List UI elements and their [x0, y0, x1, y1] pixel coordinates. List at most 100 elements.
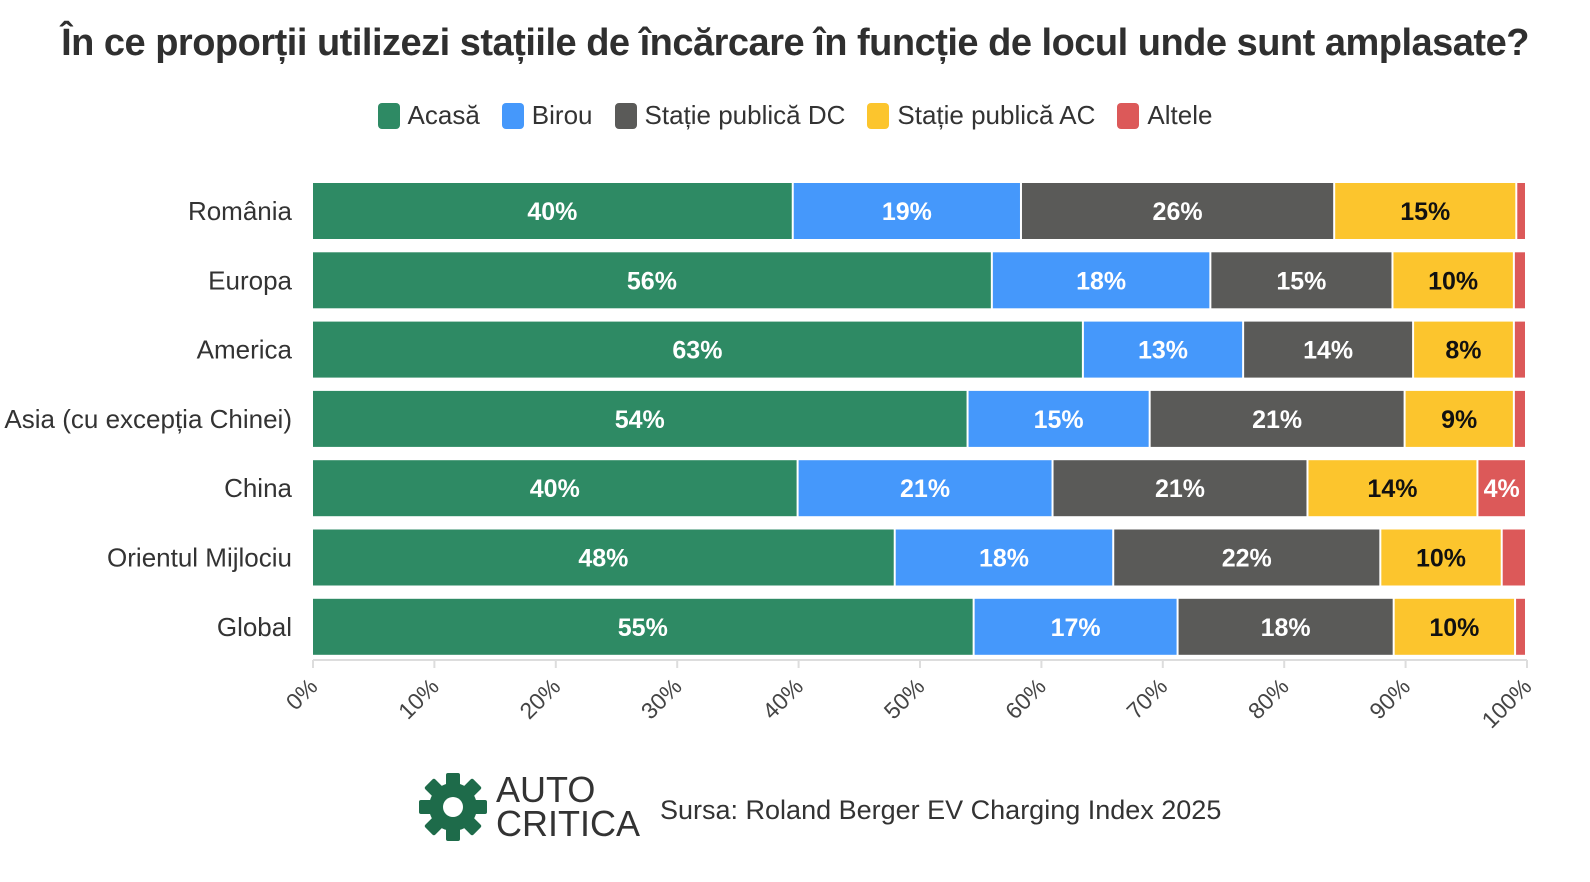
data-label: 21% — [900, 475, 950, 503]
legend-item: Altele — [1117, 100, 1212, 131]
data-label: 40% — [527, 198, 577, 226]
data-label: 54% — [615, 406, 665, 434]
bar-segment — [1150, 390, 1404, 447]
x-tick-label: 70% — [1121, 673, 1172, 724]
data-label: 22% — [1222, 545, 1272, 573]
x-tick-label: 50% — [879, 673, 930, 724]
data-label: 4% — [1484, 475, 1520, 503]
logo-line2: CRITICA — [496, 803, 640, 844]
bar-segment — [798, 460, 1052, 517]
data-label: 9% — [1441, 406, 1477, 434]
bar-segment — [313, 321, 1082, 378]
bar-segment — [1114, 529, 1380, 586]
gear-icon — [419, 773, 487, 841]
bar-segment — [313, 460, 797, 517]
bar-segment — [1405, 390, 1513, 447]
data-label: 18% — [979, 545, 1029, 573]
bar-segment — [1414, 321, 1513, 378]
bar-segment — [895, 529, 1113, 586]
data-label: 15% — [1034, 406, 1084, 434]
logo-wordmark: AUTO CRITICA — [496, 769, 640, 844]
data-label: 18% — [1261, 614, 1311, 642]
bar-segment — [793, 183, 1020, 239]
legend-label: Acasă — [407, 100, 480, 130]
legend-swatch — [1117, 102, 1140, 129]
logo-line1: AUTO — [496, 769, 596, 810]
x-tick-label: 60% — [1000, 673, 1051, 724]
data-label: 10% — [1428, 267, 1478, 295]
data-label: 15% — [1276, 267, 1326, 295]
legend-swatch — [614, 102, 637, 129]
bar-segment — [1516, 598, 1525, 655]
category-label: Orientul Mijlociu — [107, 543, 292, 573]
data-label: 10% — [1416, 545, 1466, 573]
bar-segment — [1244, 321, 1413, 378]
bar-segment — [1335, 183, 1516, 239]
bar-segment — [1514, 252, 1525, 309]
category-label: România — [188, 196, 293, 226]
legend-swatch — [501, 102, 524, 129]
legend-label: Stație publică AC — [897, 100, 1096, 130]
legend-swatch — [867, 102, 890, 129]
category-label: America — [197, 335, 293, 365]
chart-title: În ce proporții utilizezi stațiile de în… — [61, 22, 1529, 64]
bar-segment — [313, 183, 792, 239]
legend-swatch — [377, 102, 400, 129]
x-tick-label: 40% — [757, 673, 808, 724]
legend-item: Stație publică DC — [614, 100, 846, 131]
data-label: 56% — [627, 267, 677, 295]
bar-segment — [1021, 183, 1334, 239]
bar-segment — [313, 529, 894, 586]
legend-label: Stație publică DC — [644, 100, 846, 130]
bar-segment — [1514, 390, 1525, 447]
bar-segment — [313, 390, 967, 447]
data-label: 14% — [1367, 475, 1417, 503]
legend-item: Stație publică AC — [867, 100, 1095, 131]
data-label: 15% — [1400, 198, 1450, 226]
bar-segment — [968, 390, 1149, 447]
x-tick-label: 80% — [1243, 673, 1294, 724]
autocritica-logo: AUTO CRITICA — [418, 772, 640, 842]
data-label: 14% — [1303, 337, 1353, 365]
data-label: 8% — [1445, 337, 1481, 365]
bar-segment — [1083, 321, 1243, 378]
bar-segment — [313, 598, 973, 655]
bar-segment — [1178, 598, 1393, 655]
bar-segment — [1478, 460, 1525, 517]
bar-segment — [313, 252, 991, 309]
legend: Acasă Birou Stație publică DC Stație public… — [0, 100, 1590, 131]
x-tick-label: 20% — [514, 673, 565, 724]
bar-segment — [992, 252, 1210, 309]
x-tick-label: 90% — [1364, 673, 1415, 724]
category-label: Europa — [208, 265, 292, 295]
x-tick-label: 10% — [393, 673, 444, 724]
legend-label: Altele — [1147, 100, 1213, 130]
data-label: 10% — [1429, 614, 1479, 642]
x-tick-label: 100% — [1477, 673, 1537, 733]
data-label: 63% — [672, 337, 722, 365]
data-label: 21% — [1252, 406, 1302, 434]
data-label: 21% — [1155, 475, 1205, 503]
bar-segment — [1502, 529, 1525, 586]
bar-segment — [1514, 321, 1525, 378]
bar-segment — [1394, 598, 1515, 655]
legend-item: Birou — [501, 100, 593, 131]
x-tick-label: 30% — [636, 673, 687, 724]
data-label: 13% — [1138, 337, 1188, 365]
data-label: 18% — [1076, 267, 1126, 295]
source-note: Sursa: Roland Berger EV Charging Index 2… — [660, 795, 1222, 825]
bar-segment — [1393, 252, 1513, 309]
bar-segment — [1053, 460, 1307, 517]
data-label: 26% — [1153, 198, 1203, 226]
x-tick-label: 0% — [281, 673, 323, 715]
bar-segment — [1381, 529, 1501, 586]
legend-label: Birou — [531, 100, 593, 130]
data-label: 40% — [530, 475, 580, 503]
category-label: Asia (cu excepția Chinei) — [4, 404, 292, 434]
data-label: 48% — [578, 545, 628, 573]
legend-item: Acasă — [377, 100, 480, 131]
data-label: 17% — [1051, 614, 1101, 642]
bar-segment — [1308, 460, 1477, 517]
category-label: Global — [217, 612, 292, 642]
bar-segment — [1211, 252, 1392, 309]
